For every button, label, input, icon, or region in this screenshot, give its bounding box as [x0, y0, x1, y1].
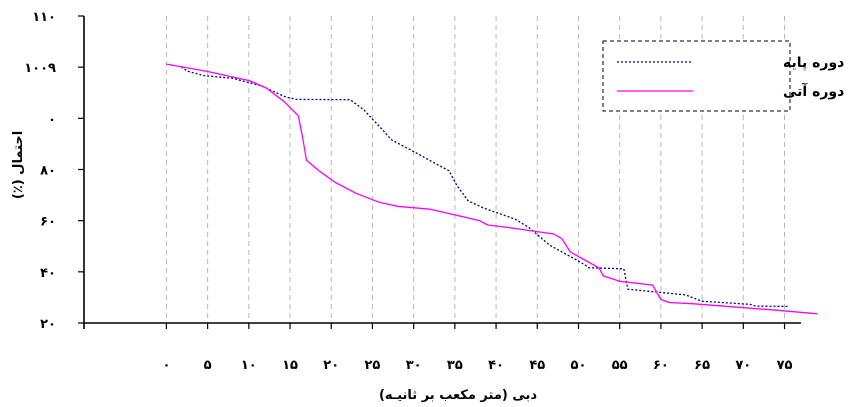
y-tick-label: ۸۰	[40, 164, 56, 179]
x-tick-label: ۲۵	[365, 358, 381, 373]
y-tick-label: ۲۰	[40, 317, 56, 332]
x-tick-label: ۶۵	[694, 358, 710, 373]
tick-labels: ۰ ۵ ۱۰ ۱۵ ۲۰ ۲۵ ۳۰ ۳۵ ۴۰ ۴۵ ۵۰ ۵۵ ۶۰ ۶۵ ۷۰ ۷۵ ۲۰ ۴۰ ۶۰ ۸۰ ۰ ۱…	[24, 10, 792, 373]
legend: دوره پایه دوره آتی	[602, 40, 844, 112]
legend-label-base: دوره پایه	[783, 55, 844, 71]
x-tick-label: ۶۰	[653, 358, 669, 373]
y-tick-label: ۴۰	[40, 266, 56, 281]
x-tick-label: ۷۰	[735, 358, 751, 373]
y-tick-label: ۱۰۰۹	[24, 61, 56, 76]
x-tick-label: ۵۵	[612, 358, 628, 373]
x-tick-label: ۱۵	[282, 358, 298, 373]
x-tick-label: ۰	[162, 358, 170, 373]
x-tick-label: ۴۵	[529, 358, 545, 373]
grid-lines	[165, 16, 786, 323]
axes	[78, 15, 801, 329]
series-line-future	[166, 63, 818, 315]
legend-label-future: دوره آتی	[783, 82, 844, 100]
series-layer	[166, 63, 818, 315]
y-tick-label: ۱۱۰	[32, 10, 56, 25]
x-tick-label: ۲۰	[323, 358, 339, 373]
x-tick-label: ۵۰	[571, 358, 587, 373]
x-tick-label: ۷۵	[777, 358, 793, 373]
y-tick-label: ۶۰	[40, 215, 56, 230]
x-tick-label: ۱۰	[241, 358, 257, 373]
legend-box	[602, 40, 791, 112]
x-tick-label: ۳۵	[447, 358, 463, 373]
x-axis-title: دبی (متر مکعب بر ثانیـه)	[379, 388, 537, 403]
x-tick-label: ۴۰	[488, 358, 504, 373]
series-line-base	[180, 66, 789, 308]
y-axis-title: احتمال (٪)	[11, 131, 26, 199]
x-tick-label: ۵	[204, 358, 212, 373]
x-tick-label: ۳۰	[406, 358, 422, 373]
y-tick-label: ۰	[48, 112, 56, 127]
